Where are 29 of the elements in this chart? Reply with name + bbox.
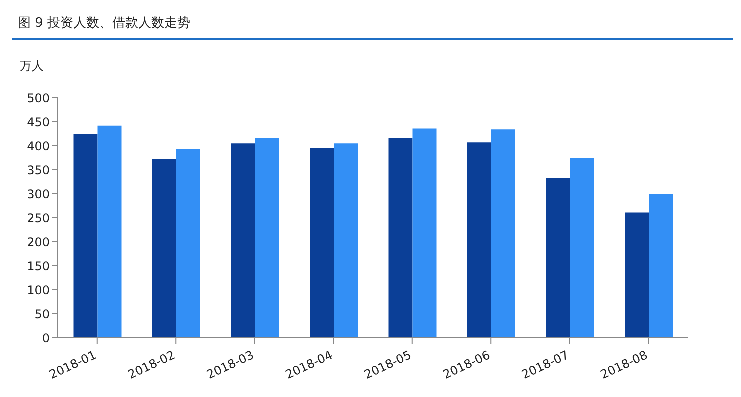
bar xyxy=(231,144,256,338)
bar xyxy=(98,126,122,338)
bar xyxy=(570,158,594,338)
bar xyxy=(255,138,280,338)
y-tick-label: 200 xyxy=(27,235,50,250)
bar xyxy=(152,159,176,338)
bar xyxy=(310,148,334,338)
bar xyxy=(468,142,492,338)
y-tick-label: 50 xyxy=(34,307,50,322)
y-tick-label: 300 xyxy=(27,187,50,202)
bar xyxy=(334,144,358,338)
y-tick-label: 500 xyxy=(27,91,50,106)
bar xyxy=(388,138,413,338)
y-tick-label: 0 xyxy=(42,331,50,346)
y-axis-title: 万人 xyxy=(20,58,44,75)
y-tick-label: 150 xyxy=(27,259,50,274)
y-tick-label: 450 xyxy=(27,115,50,130)
bar xyxy=(176,149,200,338)
bar xyxy=(649,194,673,338)
y-tick-label: 100 xyxy=(27,283,50,298)
y-tick-label: 400 xyxy=(27,139,50,154)
chart-title: 图 9 投资人数、借款人数走势 xyxy=(18,15,191,32)
y-tick-label: 350 xyxy=(27,163,50,178)
bar xyxy=(546,178,570,338)
bar xyxy=(625,212,649,338)
bar xyxy=(74,134,98,338)
bar xyxy=(492,130,516,338)
bar xyxy=(412,128,437,338)
y-tick-label: 250 xyxy=(27,211,50,226)
